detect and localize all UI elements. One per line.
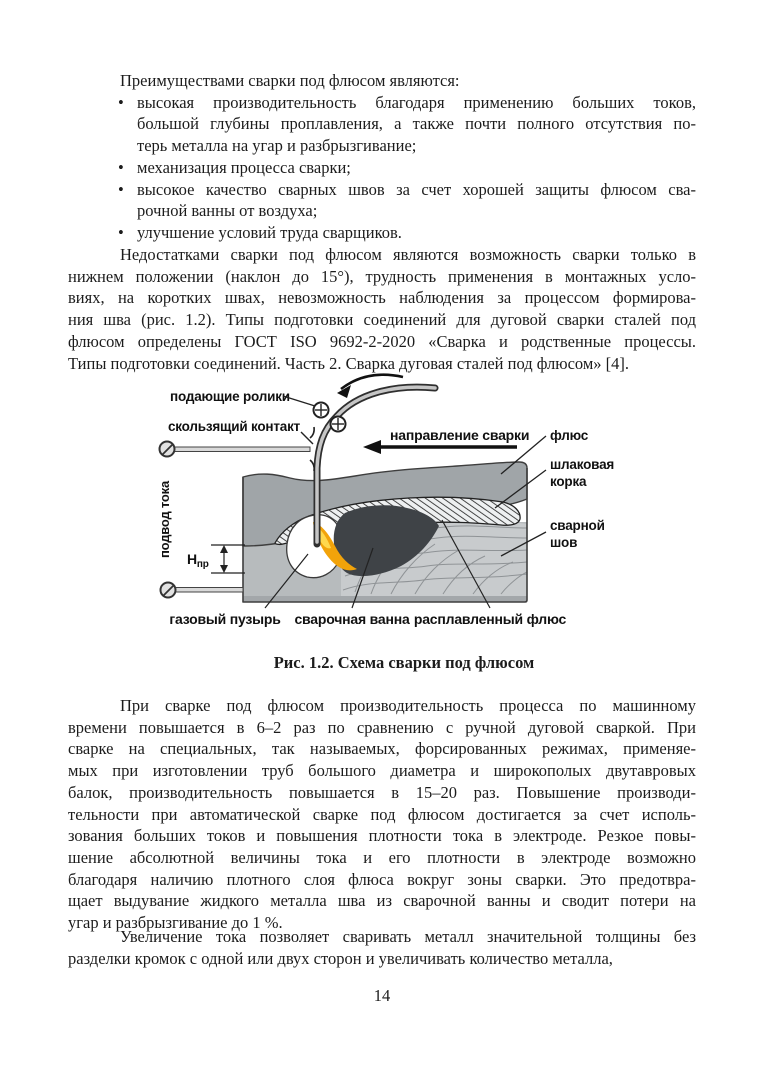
text-line: При сварке под флюсом производительность… <box>120 696 696 715</box>
lower-terminal-slash <box>162 584 175 597</box>
text-line: флюсом определены ГОСТ ISO 9692-2-2020 «… <box>68 331 696 351</box>
text-line: Типы подготовки соединений. Часть 2. Сва… <box>68 353 630 373</box>
figure-caption: Рис. 1.2. Схема сварки под флюсом <box>273 653 535 672</box>
slag-crust-label-2: корка <box>550 474 587 489</box>
paragraph-current-increase: Увеличение тока позволяет сваривать мета… <box>68 926 696 969</box>
text-line: нижнем положении (наклон до 15°), трудно… <box>68 266 696 286</box>
slag-crust-leader <box>494 469 547 509</box>
intro-line: Преимуществами сварки под флюсом являютс… <box>120 71 460 90</box>
text-line: тельности при автоматической сварке под … <box>68 804 696 824</box>
text-line: зования больших токов и повышения плотно… <box>68 826 696 846</box>
weld-direction-arrowhead <box>363 440 381 454</box>
text-line: улучшение условий труда сварщиков. <box>137 222 402 242</box>
molten-flux-shape <box>333 505 439 577</box>
upper-contact-rod <box>173 446 311 452</box>
text-line: механизация процесса сварки; <box>137 157 351 177</box>
text-line: терь металла на угар и разбрызгивание; <box>137 136 417 156</box>
gas-bubble-leader <box>264 553 309 609</box>
bullet-item: • высокое качество сварных швов за счет х… <box>68 179 696 222</box>
text-line: Увеличение тока позволяет сваривать мета… <box>120 927 696 946</box>
slag-crust-label: шлаковая <box>550 457 614 472</box>
molten-flux-label: расплавленный флюс <box>414 611 567 627</box>
bullet-item: • механизация процесса сварки; <box>68 157 696 179</box>
weld-seam-label-2: шов <box>550 535 577 550</box>
text-line: разделки кромок с одной или двух сторон … <box>68 948 613 968</box>
text-line: виях, на коротких швах, невозможность на… <box>68 288 696 308</box>
text-line: благодаря наличию плотного слоя флюса во… <box>68 869 696 889</box>
weld-seam-leader <box>500 531 547 557</box>
bullet-marker: • <box>118 222 124 242</box>
text-line: мых при изготовлении труб большого диаме… <box>68 761 696 781</box>
bullet-marker: • <box>118 179 124 199</box>
block-outline <box>242 468 528 603</box>
weld-pool-label: сварочная ванна <box>294 611 409 627</box>
weld-pool-shape <box>313 522 357 571</box>
sliding-contact-leader <box>300 431 314 445</box>
weld-seam-label: сварной <box>550 518 605 533</box>
text-line: ния шва (рис. 1.2). Типы подготовки соед… <box>68 310 696 330</box>
advantages-section: Преимуществами сварки под флюсом являютс… <box>68 70 696 244</box>
text-line: угар и разбрызгивание до 1 %. <box>68 913 283 933</box>
welding-scheme-svg: Нпр <box>157 373 614 627</box>
weld-pool-leader <box>351 547 374 609</box>
paragraph-disadvantages: Недостатками сварки под флюсом являются … <box>68 244 696 374</box>
gas-bubble-label: газовый пузырь <box>169 611 281 627</box>
text-line: шение абсолютной величины тока и его пло… <box>68 847 696 867</box>
page-number: 14 <box>373 986 391 1005</box>
text-line: балок, производительность повышается в 1… <box>68 782 696 802</box>
text-line: рочной ванны от воздуха; <box>137 201 318 221</box>
bullet-marker: • <box>118 92 124 112</box>
bullet-marker: • <box>118 157 124 177</box>
flux-leader <box>500 435 547 475</box>
advantages-bullet-list: • высокая производительность благодаря пр… <box>68 92 696 244</box>
contact-tick-lower <box>309 459 315 472</box>
text-line: Недостатками сварки под флюсом являются … <box>120 245 696 264</box>
text-line: щает выдувание жидкого металла шва из св… <box>68 891 696 911</box>
text-line: высокое качество сварных швов за счет хо… <box>137 179 696 199</box>
text-line: большой глубины проплавления, а также по… <box>137 114 696 134</box>
bottom-leader-lines <box>264 519 491 609</box>
current-supply-label: подвод тока <box>157 480 172 558</box>
paragraph-productivity: При сварке под флюсом производительность… <box>68 695 696 934</box>
flux-label: флюс <box>550 428 589 443</box>
weld-direction-label: направление сварки <box>390 427 529 443</box>
dimension-arrow-up <box>220 545 228 553</box>
dimension-arrow-down <box>220 565 228 573</box>
feed-rollers-leader <box>282 395 316 407</box>
sliding-contact-label: скользящий контакт <box>168 419 301 434</box>
text-line: времени повышается в 6–2 раз по сравнени… <box>68 717 696 737</box>
current-supply-circuit <box>158 440 311 599</box>
text-line: сварке на специальных, так называемых, ф… <box>68 739 696 759</box>
text-line: высокая производительность благодаря при… <box>137 92 696 112</box>
penetration-dimension <box>211 544 245 574</box>
contact-tick-upper <box>309 426 315 439</box>
feed-rollers-label: подающие ролики <box>170 389 290 404</box>
plate-bottom-edge <box>243 596 527 602</box>
weld-seam-texture <box>342 525 527 595</box>
bullet-item: • высокая производительность благодаря пр… <box>68 92 696 157</box>
bullet-item: • улучшение условий труда сварщиков. <box>68 222 696 244</box>
feed-rollers <box>312 401 347 433</box>
molten-flux-leader <box>441 519 491 609</box>
penetration-depth-label: Нпр <box>187 551 209 570</box>
figure-welding-scheme: Нпр <box>105 372 665 648</box>
upper-terminal-slash <box>161 443 174 456</box>
wire-feed-arrowhead <box>337 385 351 398</box>
wire-feed-arrow <box>340 373 404 391</box>
lower-contact-rod <box>174 587 244 593</box>
